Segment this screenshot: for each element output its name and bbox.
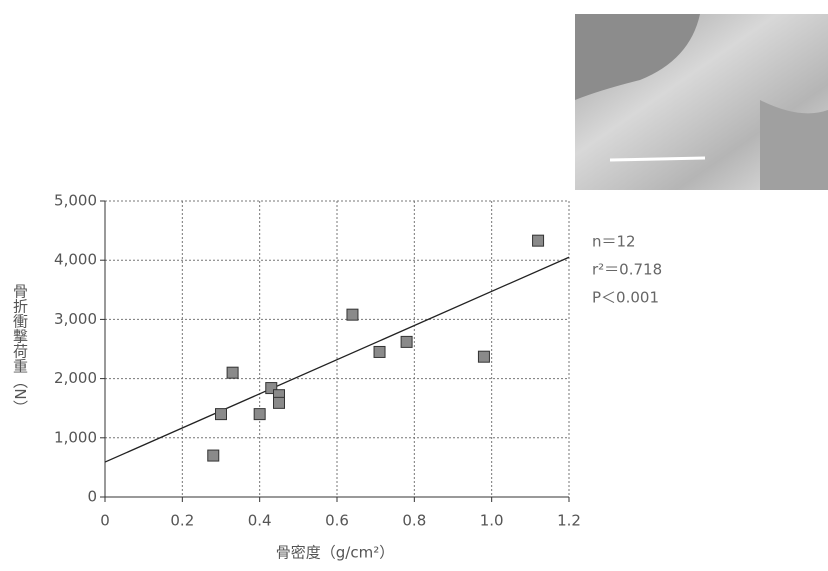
y-tick-label: 2,000 bbox=[54, 369, 97, 387]
point bbox=[346, 308, 359, 321]
trend-line bbox=[104, 256, 570, 463]
point bbox=[373, 345, 386, 358]
x-tick-label: 1.2 bbox=[557, 512, 581, 530]
annotation: n＝12 bbox=[592, 233, 636, 251]
y-tick-label: 4,000 bbox=[54, 251, 97, 269]
point bbox=[400, 335, 413, 348]
y-tick-label: 3,000 bbox=[54, 310, 97, 328]
point bbox=[226, 366, 239, 379]
annotation: P＜0.001 bbox=[592, 289, 659, 307]
y-tick-label: 5,000 bbox=[54, 192, 97, 210]
point bbox=[253, 408, 266, 421]
x-axis-label: 骨密度（g/cm²） bbox=[276, 544, 394, 562]
annotation: r²＝0.718 bbox=[592, 261, 662, 279]
point bbox=[207, 449, 220, 462]
x-tick-label: 0 bbox=[100, 512, 110, 530]
y-axis-label: 骨折衝撃荷重（N） bbox=[11, 283, 29, 414]
point bbox=[477, 350, 490, 363]
point bbox=[532, 234, 545, 247]
y-tick-label: 0 bbox=[87, 488, 97, 506]
x-tick-label: 0.4 bbox=[248, 512, 272, 530]
x-tick-label: 0.2 bbox=[170, 512, 194, 530]
point bbox=[265, 382, 278, 395]
x-tick-label: 0.8 bbox=[402, 512, 426, 530]
point bbox=[273, 396, 285, 409]
x-tick-label: 1.0 bbox=[480, 512, 504, 530]
point bbox=[215, 408, 227, 421]
x-tick-label: 0.6 bbox=[325, 512, 349, 530]
photo bbox=[575, 14, 828, 190]
y-tick-label: 1,000 bbox=[54, 428, 97, 446]
